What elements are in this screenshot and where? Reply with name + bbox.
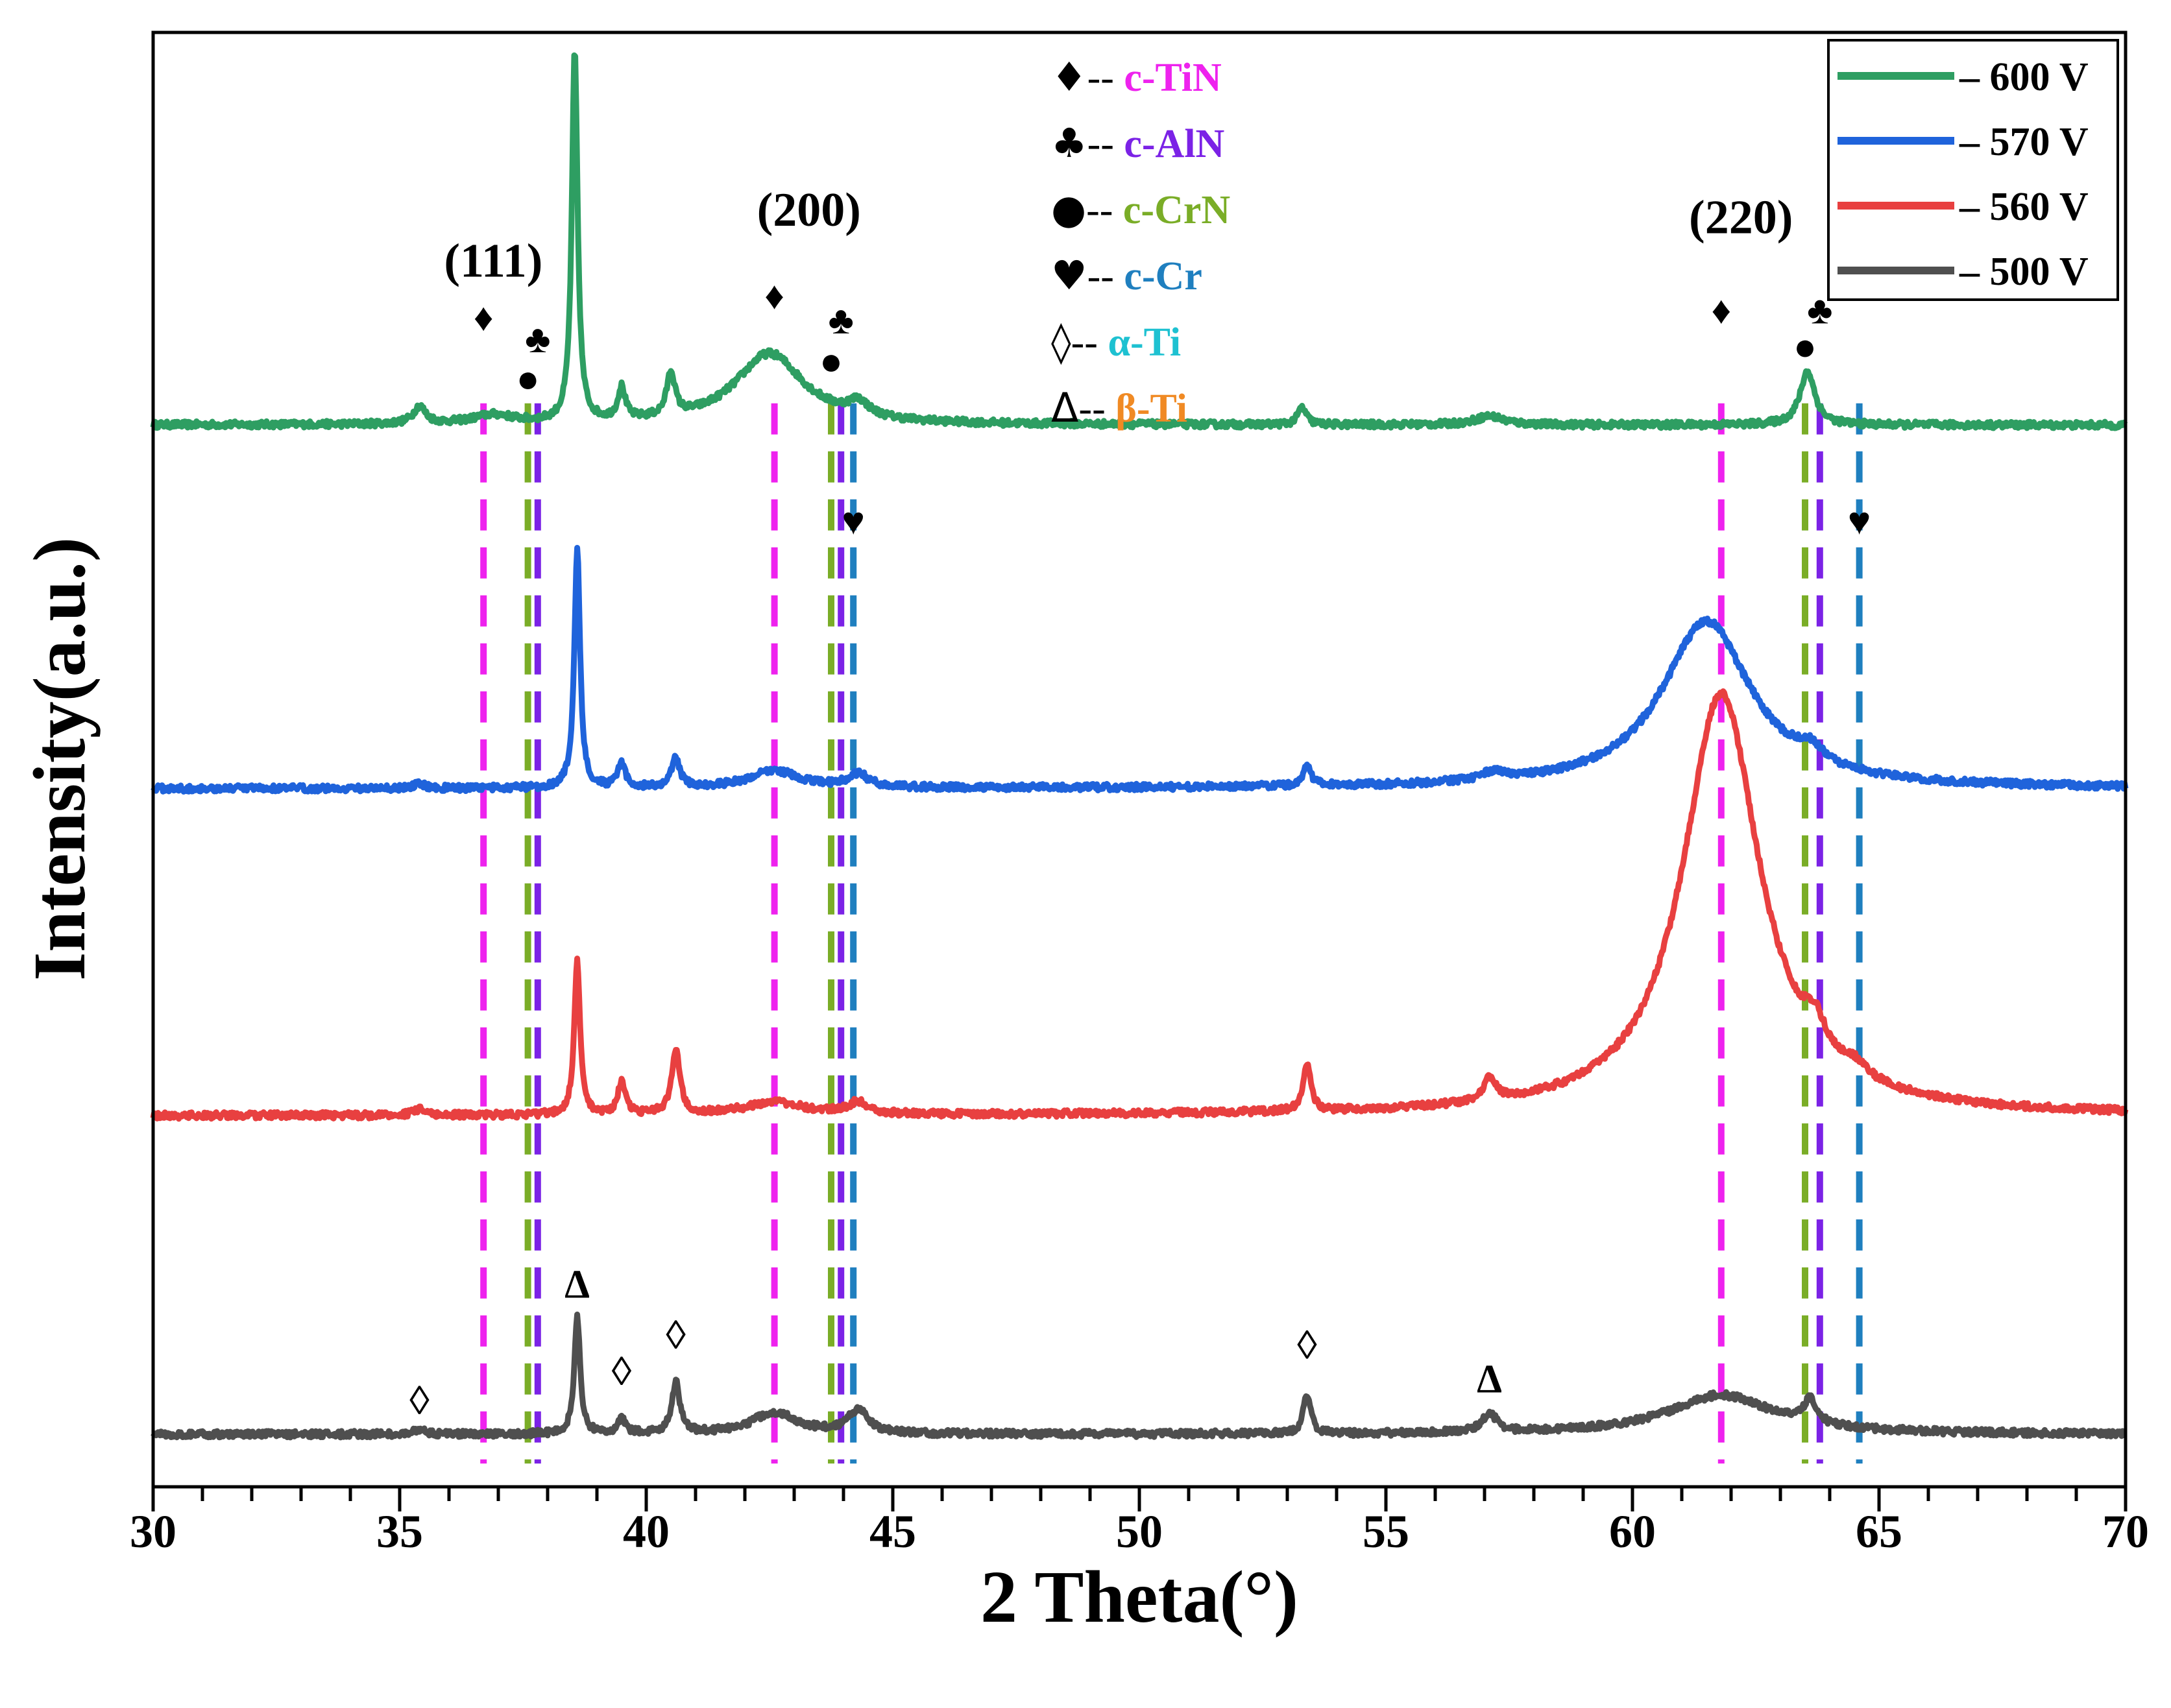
phase-legend-item: ♣-- c-AlN: [1051, 119, 1224, 167]
reference-lines: [480, 403, 1863, 1464]
phase-marker: ●: [516, 357, 539, 400]
phase-marker: ♥: [842, 499, 865, 542]
phase-marker: ◊: [409, 1379, 430, 1423]
legend-label: – 560 V: [1959, 185, 2089, 229]
legend-label: – 570 V: [1959, 120, 2089, 164]
y-axis-label: Intensity(a.u.): [18, 537, 101, 981]
phase-marker: ●: [1793, 325, 1817, 368]
phase-legend-item: ♦-- c-TiN: [1051, 53, 1222, 101]
legend-label: – 500 V: [1959, 250, 2089, 294]
phase-marker: Δ: [564, 1263, 590, 1307]
plane-label: (220): [1689, 191, 1793, 244]
series-legend-box: [1827, 39, 2119, 301]
phase-marker: ♥: [1848, 499, 1871, 542]
x-tick-label: 45: [869, 1506, 916, 1558]
x-tick-label: 50: [1116, 1506, 1163, 1558]
phase-marker: ◊: [666, 1314, 686, 1358]
phase-marker: ●: [819, 340, 843, 383]
annotations: ♦♣●♦♣●♥♦●♣♥◊Δ◊◊ ◊Δ(111)(200) (220): [409, 184, 1871, 1423]
phase-marker: ♣: [829, 299, 854, 342]
phase-legend-item: ◊-- α-Ti: [1051, 318, 1181, 365]
phase-legend-item: Δ-- β-Ti: [1051, 384, 1187, 431]
x-tick-label: 65: [1856, 1506, 1902, 1558]
phase-marker: ♦: [764, 274, 784, 317]
plane-label: (200): [757, 184, 861, 237]
legend-label: – 600 V: [1959, 55, 2089, 99]
phase-marker: ♦: [474, 296, 494, 339]
phase-marker: ♦: [1711, 289, 1731, 331]
x-tick-label: 35: [376, 1506, 423, 1558]
x-tick-label: 55: [1363, 1506, 1409, 1558]
x-axis: 30 35 40 45 50 55 60 65 70: [130, 1487, 2149, 1558]
phase-legend: ♦-- c-TiN ♣-- c-AlN ●-- c-CrN ♥-- c-Cr ◊-- α…: [1051, 53, 1230, 431]
series-group: [150, 52, 2129, 1441]
plane-label: (111): [444, 235, 542, 288]
series-line-570-v: [151, 545, 2129, 795]
x-axis-label: 2 Theta(°): [980, 1556, 1298, 1638]
x-tick-label: 60: [1609, 1506, 1656, 1558]
x-tick-label: 70: [2102, 1506, 2149, 1558]
x-tick-label: 30: [130, 1506, 176, 1558]
phase-marker: ◊: [1297, 1324, 1317, 1368]
series-legend: – 600 V – 570 V – 560 V – 500 V: [1827, 39, 2119, 301]
phase-legend-item: ●-- c-CrN: [1051, 186, 1230, 233]
phase-legend-item: ♥-- c-Cr: [1051, 252, 1202, 299]
series-line-560-v: [150, 688, 2129, 1122]
x-tick-label: 40: [623, 1506, 670, 1558]
phase-marker: ♣: [525, 318, 550, 361]
phase-marker: Δ: [1477, 1357, 1502, 1401]
phase-marker: ◊: [612, 1350, 632, 1394]
series-line-500-v: [151, 1311, 2128, 1441]
series-line-600-v: [150, 52, 2128, 431]
